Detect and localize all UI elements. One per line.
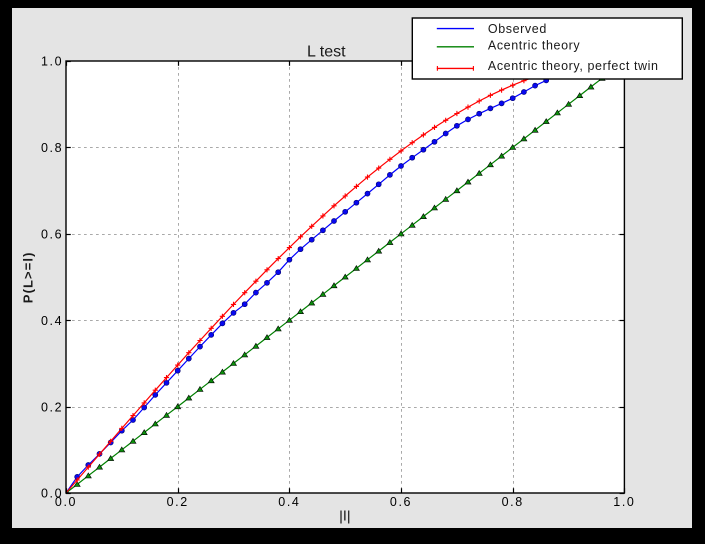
svg-text:1.0: 1.0 [613,495,635,509]
svg-text:|l|: |l| [339,508,351,523]
svg-text:1.0: 1.0 [41,55,63,69]
svg-text:0.8: 0.8 [502,495,524,509]
svg-text:0.2: 0.2 [167,495,189,509]
svg-text:0.0: 0.0 [55,495,77,509]
svg-text:P(L>=l): P(L>=l) [21,251,36,303]
svg-text:0.4: 0.4 [278,495,300,509]
svg-text:0.6: 0.6 [41,228,63,242]
svg-text:0.2: 0.2 [41,400,63,414]
svg-text:L test: L test [307,44,346,61]
svg-text:0.0: 0.0 [41,487,63,501]
svg-text:Acentric theory: Acentric theory [488,39,581,53]
svg-text:0.4: 0.4 [41,314,63,328]
svg-text:Acentric theory, perfect twin: Acentric theory, perfect twin [488,59,659,73]
svg-text:0.6: 0.6 [390,495,412,509]
svg-text:Observed: Observed [488,22,547,36]
svg-text:0.8: 0.8 [41,141,63,155]
